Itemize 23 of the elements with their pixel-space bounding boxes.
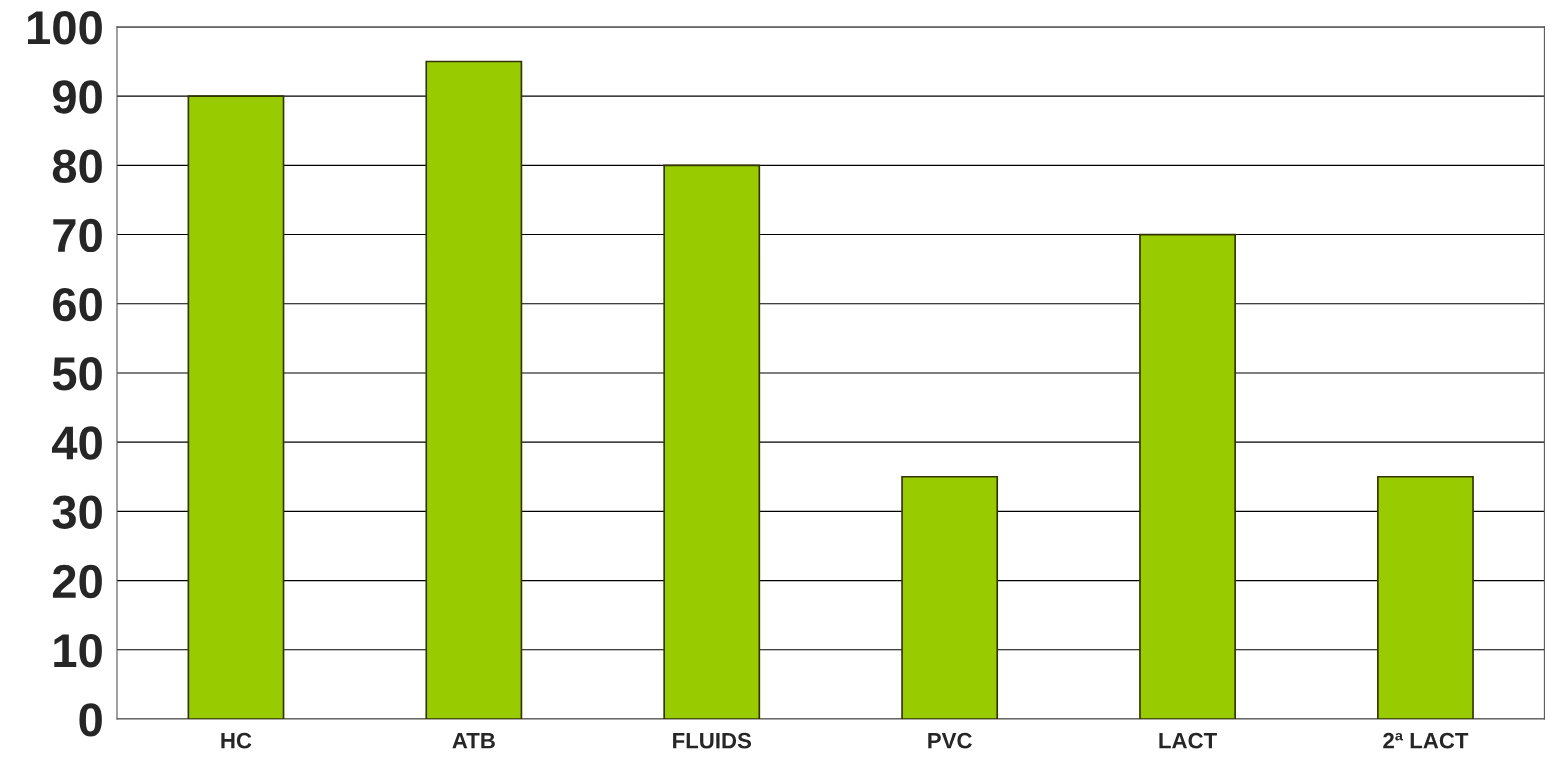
x-tick-label: FLUIDS	[673, 732, 751, 749]
y-tick-label: 20	[52, 564, 102, 599]
bar	[187, 95, 285, 720]
x-tick-label: HC	[221, 732, 252, 749]
y-tick-label: 90	[52, 80, 102, 114]
y-tick-label: 80	[52, 149, 102, 183]
y-tick-label: 10	[54, 633, 102, 668]
x-tick-label: PVC	[928, 732, 972, 749]
x-tick-label: ATB	[452, 733, 495, 749]
bar	[1139, 233, 1236, 720]
y-tick-label: 50	[52, 357, 102, 391]
y-tick-label: 100	[28, 11, 102, 45]
x-tick-label: 2ª LACT	[1383, 732, 1469, 749]
y-tick-label: 30	[52, 495, 102, 530]
x-tick-label: LACT	[1159, 732, 1217, 749]
bar	[663, 164, 761, 720]
bar	[425, 60, 523, 720]
bar	[901, 475, 999, 720]
y-tick-label: 70	[53, 218, 102, 253]
bar	[1377, 475, 1474, 720]
y-tick-label: 60	[53, 287, 102, 322]
y-tick-label: 0	[79, 703, 102, 737]
y-tick-label: 40	[52, 426, 102, 460]
